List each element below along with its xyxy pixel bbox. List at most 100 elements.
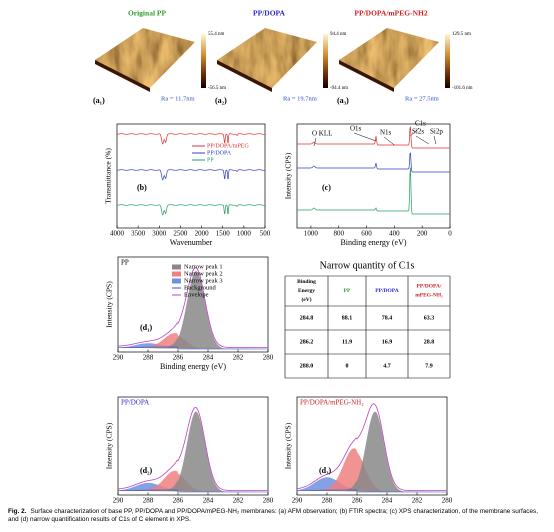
peak-annotation: O1s: [350, 125, 362, 133]
figure: Original PP 55.4 nm -56.5 nm (a₁) Ra = 11.7n…: [93, 9, 473, 506]
spectrum: [297, 167, 450, 215]
spectrum: [116, 169, 266, 181]
annotation-arrow: [415, 135, 429, 145]
x-tick-label: 280: [263, 497, 274, 505]
afm-edge: [339, 60, 394, 92]
y-axis-label: Intensity (CPS): [105, 281, 114, 328]
spectrum: [116, 133, 266, 145]
caption-label: Fig. 2.: [8, 508, 27, 515]
table-cell: 286.2: [300, 339, 314, 345]
fit-peak: [118, 411, 268, 492]
scale-min: -94.4 nm: [330, 86, 348, 91]
plot-title: PP/DOPA/mPEG-NH₂: [300, 399, 364, 407]
legend-label: Background: [184, 284, 217, 291]
x-tick-label: 1500: [216, 230, 231, 238]
color-bar: [201, 34, 206, 88]
x-tick-label: 800: [333, 230, 344, 238]
x-tick-label: 600: [361, 230, 372, 238]
annotation-arrow: [410, 127, 420, 137]
scale-max: 55.4 nm: [208, 32, 225, 37]
table-header: PP: [344, 288, 351, 294]
x-tick-label: 290: [113, 497, 124, 505]
legend-label: Narrow peak 2: [184, 270, 223, 277]
table-cell: 78.4: [382, 315, 393, 321]
legend-swatch: [172, 278, 181, 284]
table-cell: 88.1: [342, 315, 353, 321]
plot-title: PP: [121, 259, 129, 267]
plot-frame: [116, 123, 266, 229]
roughness: Ra = 19.7nm: [283, 95, 317, 102]
color-bar: [323, 34, 328, 88]
x-tick-label: 284: [203, 497, 214, 505]
x-tick-label: 2000: [195, 230, 210, 238]
table-cell: 11.9: [342, 339, 352, 345]
peak-annotation: Si2p: [430, 128, 443, 136]
plot-frame: [117, 256, 269, 353]
x-axis-label: Wavenumber: [170, 238, 213, 247]
table-cell: 16.9: [382, 339, 393, 345]
x-tick-label: 282: [412, 497, 423, 505]
annotation-arrow: [433, 135, 437, 145]
background-line: [117, 346, 268, 350]
legend-label: Narrow peak 3: [184, 277, 223, 284]
peak-annotation: C1s: [415, 120, 426, 128]
y-axis-label: Intensity (CPS): [284, 422, 293, 469]
legend-label: PP/DOPA: [207, 150, 232, 156]
x-tick-label: 2500: [173, 230, 188, 238]
caption: Fig. 2. Surface characterization of base …: [8, 508, 548, 524]
x-tick-label: 286: [352, 497, 363, 505]
afm-surface: [339, 28, 439, 88]
peak-annotation: O KLL: [312, 130, 332, 138]
x-tick-label: 4000: [110, 230, 125, 238]
spectrum: [297, 126, 450, 149]
x-tick-label: 286: [173, 497, 184, 505]
table-cell: 288.0: [300, 363, 314, 369]
x-tick-label: 282: [233, 354, 244, 362]
x-tick-label: 3500: [131, 230, 146, 238]
panel-label: (b): [137, 183, 147, 192]
x-tick-label: 290: [113, 354, 124, 362]
table-cell: 0: [346, 363, 349, 369]
background-line: [296, 489, 447, 493]
x-tick-label: 286: [173, 354, 184, 362]
annotation-arrow: [313, 137, 317, 147]
x-tick-label: 288: [143, 354, 154, 362]
table-cell: 28.8: [424, 339, 435, 345]
plot-title: PP/DOPA: [121, 399, 149, 407]
x-axis-label: Binding energy (eV): [160, 505, 226, 506]
legend-swatch: [172, 264, 181, 270]
afm-edge: [217, 60, 272, 92]
fit-peak: [297, 411, 447, 492]
panel-label: (c): [322, 183, 331, 192]
x-tick-label: 280: [442, 497, 453, 505]
x-tick-label: 288: [322, 497, 333, 505]
afm-title: PP/DOPA/mPEG-NH2: [354, 9, 427, 18]
x-tick-label: 284: [382, 497, 393, 505]
envelope-line: [296, 403, 447, 491]
x-tick-label: 0: [448, 230, 452, 238]
table-header: Binding Energy (eV): [297, 279, 316, 303]
annotation-arrow: [383, 136, 395, 146]
roughness: Ra = 11.7nm: [161, 95, 195, 102]
table-header: PP/DOPA/mPEG-NH₂: [415, 284, 443, 299]
scale-min: -56.5 nm: [208, 86, 226, 91]
x-axis-label: Binding energy (eV): [339, 505, 405, 506]
table-cell: 63.3: [424, 315, 435, 321]
afm-edge: [95, 60, 150, 92]
spectrum: [297, 152, 450, 173]
x-tick-label: 1000: [237, 230, 252, 238]
afm-surface: [217, 28, 317, 88]
legend-swatch: [172, 271, 181, 277]
afm-label: (a₁): [93, 96, 105, 105]
x-axis-label: Binding energy (eV): [160, 362, 226, 371]
scale-max: 129.5 nm: [452, 32, 471, 37]
x-tick-label: 400: [389, 230, 400, 238]
afm-surface: [95, 28, 195, 88]
spectrum: [116, 204, 266, 216]
panel-label: (d₃): [319, 466, 332, 475]
x-tick-label: 500: [260, 230, 271, 238]
x-tick-label: 290: [292, 497, 303, 505]
scale-max: 94.4 nm: [330, 32, 347, 37]
annotation-arrow: [353, 132, 377, 142]
peak-annotation: Si2s: [412, 128, 424, 136]
